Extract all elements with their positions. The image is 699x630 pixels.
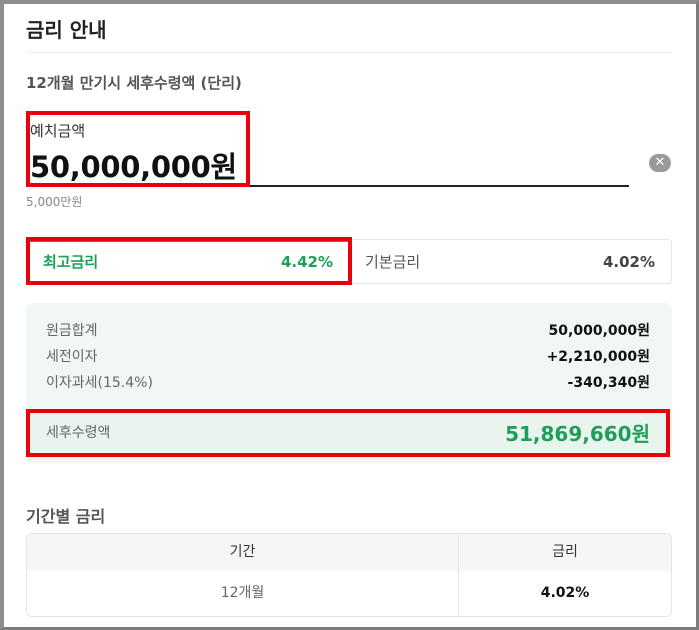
table-row: 12개월 4.02% [27,571,671,616]
deposit-amount-input[interactable]: 50,000,000원 [30,150,237,184]
deposit-amount-label: 예치금액 [30,122,86,140]
clear-circle-x-icon[interactable]: ✕ [649,154,671,172]
after-tax-row: 세후수령액 51,869,660원 [26,410,672,454]
summary-row-principal: 원금합계 50,000,000원 [46,320,650,340]
period-rates-title: 기간별 금리 [26,507,106,526]
summary-label: 이자과세(15.4%) [46,375,153,391]
table-header-row: 기간 금리 [27,534,671,571]
section-subtitle: 12개월 만기시 세후수령액 (단리) [26,74,242,92]
summary-value: -340,340원 [567,375,650,391]
title-divider [26,52,672,53]
page-title: 금리 안내 [26,18,107,42]
after-tax-value: 51,869,660원 [505,421,650,446]
column-header-rate: 금리 [552,544,578,560]
period-rates-table: 기간 금리 12개월 4.02% [26,533,672,617]
deposit-input-underline [26,185,629,187]
summary-box: 원금합계 50,000,000원 세전이자 +2,210,000원 이자과세(1… [26,303,672,463]
tab-max-rate-value: 4.42% [280,252,333,271]
deposit-amount-hint: 5,000만원 [26,195,83,209]
tab-max-rate[interactable]: 최고금리 4.42% [27,240,351,283]
column-header-period: 기간 [27,534,459,571]
rate-tab-group: 최고금리 4.42% 기본금리 4.02% [26,239,672,284]
summary-label: 세전이자 [46,349,98,365]
tab-base-rate-label: 기본금리 [365,253,421,271]
after-tax-label: 세후수령액 [46,425,111,441]
tab-base-rate[interactable]: 기본금리 4.02% [351,240,671,283]
tab-max-rate-label: 최고금리 [43,253,99,271]
cell-rate: 4.02% [540,585,590,601]
tab-base-rate-value: 4.02% [602,252,655,271]
cell-period: 12개월 [27,571,459,616]
summary-label: 원금합계 [46,323,98,339]
summary-value: 50,000,000원 [548,323,650,339]
summary-value: +2,210,000원 [546,349,650,365]
summary-row-interest-tax: 이자과세(15.4%) -340,340원 [46,372,650,392]
summary-row-pretax-interest: 세전이자 +2,210,000원 [46,346,650,366]
